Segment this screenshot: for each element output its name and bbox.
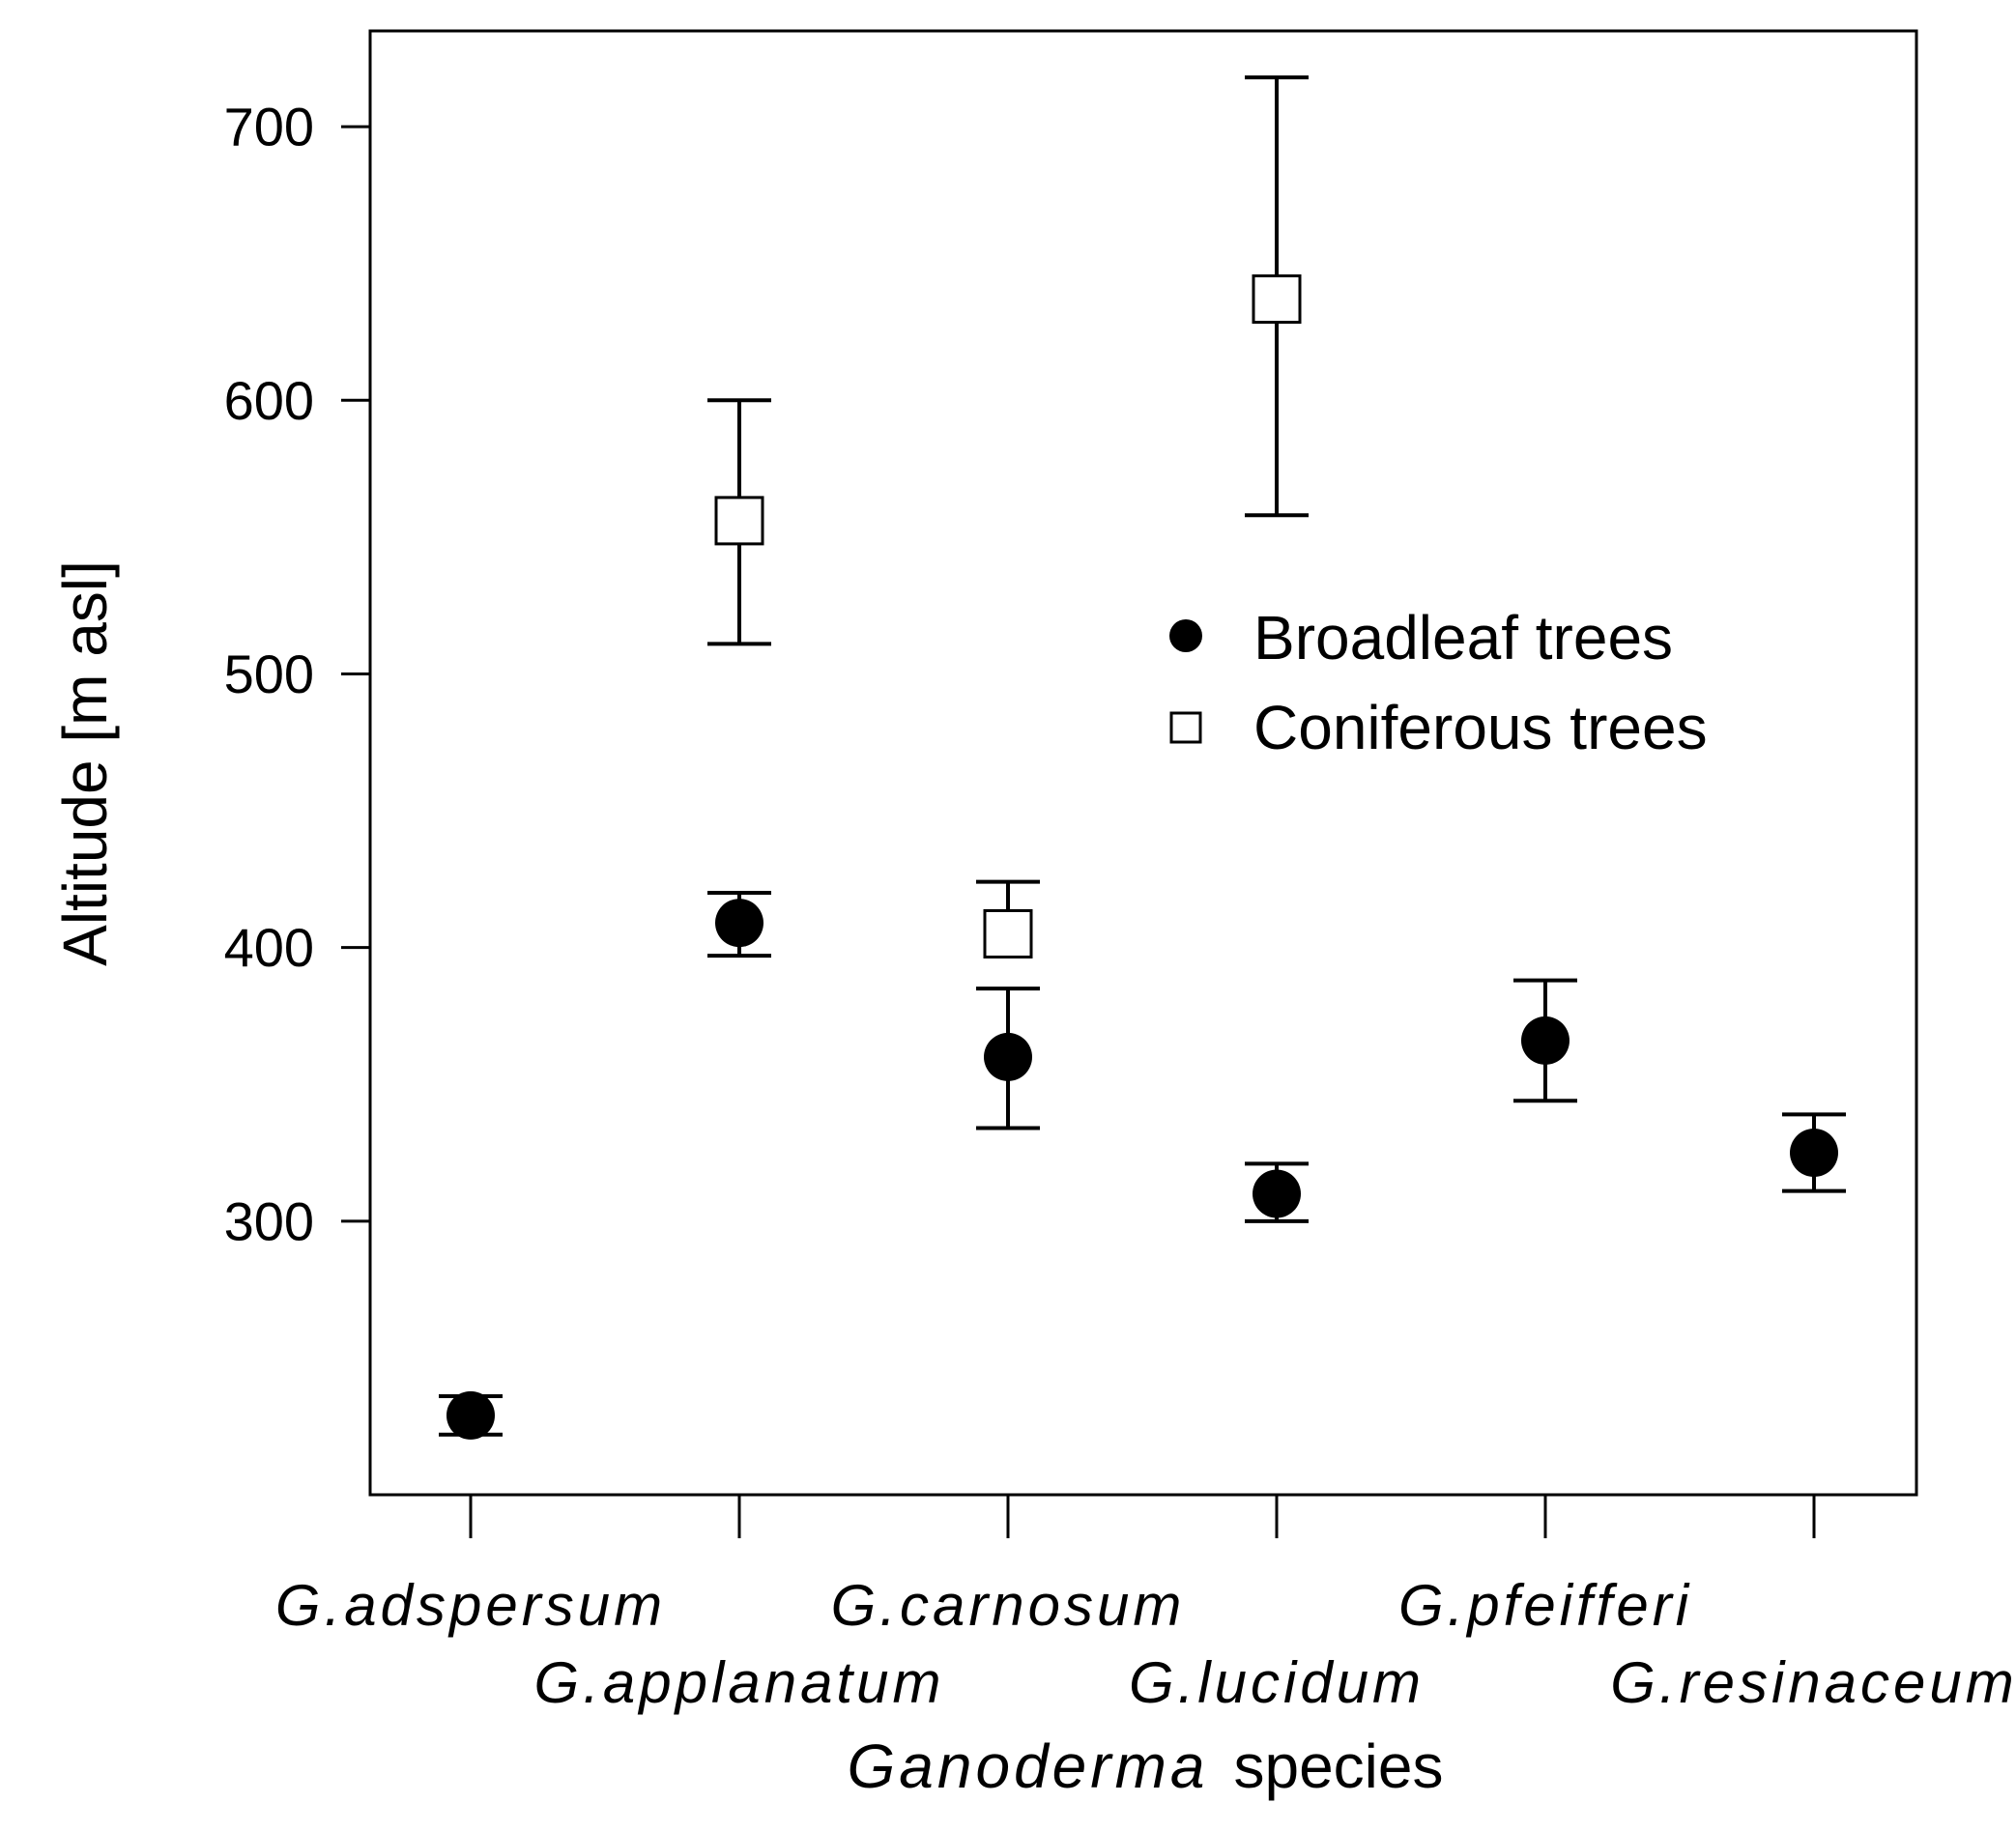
point-broadleaf — [1521, 1016, 1570, 1065]
x-category-label: G.carnosum — [831, 1573, 1186, 1638]
legend-label-coniferous: Coniferous trees — [1253, 693, 1708, 762]
data-points — [446, 274, 1838, 1440]
x-category-label: G.pfeifferi — [1398, 1573, 1692, 1638]
plot-frame — [368, 29, 1918, 1497]
y-tick-label: 700 — [224, 97, 314, 157]
y-tick-label: 600 — [224, 370, 314, 431]
x-category-label: G.adspersum — [275, 1573, 666, 1638]
y-tick-label: 300 — [224, 1190, 314, 1251]
x-axis-title-genus: Ganoderma — [848, 1731, 1209, 1801]
point-broadleaf — [1253, 1169, 1301, 1218]
legend-marker-broadleaf — [1169, 619, 1202, 652]
point-coniferous — [1252, 274, 1302, 325]
point-broadleaf — [1790, 1129, 1838, 1178]
y-axis: 300 400 500 600 700 — [224, 97, 370, 1251]
y-tick-label: 400 — [224, 917, 314, 978]
x-axis: G.adspersum G.applanatum G.carnosum G.lucid… — [275, 1495, 2016, 1715]
point-broadleaf — [984, 1032, 1032, 1081]
point-coniferous — [714, 496, 764, 546]
legend-label-broadleaf: Broadleaf trees — [1253, 603, 1673, 672]
y-tick-label: 500 — [224, 644, 314, 704]
y-axis-title: Altitude [m asl] — [50, 560, 120, 966]
point-broadleaf — [715, 899, 763, 948]
point-broadleaf — [446, 1390, 495, 1440]
point-coniferous — [983, 908, 1033, 958]
x-category-label: G.lucidum — [1129, 1650, 1425, 1715]
legend: Broadleaf trees Coniferous trees — [1169, 603, 1708, 762]
x-category-label: G.applanatum — [534, 1650, 945, 1715]
x-axis-title: Ganoderma species — [848, 1731, 1444, 1801]
legend-marker-coniferous — [1169, 711, 1202, 744]
x-category-label: G.resinaceum — [1610, 1650, 2016, 1715]
x-axis-title-rest: species — [1233, 1731, 1443, 1801]
